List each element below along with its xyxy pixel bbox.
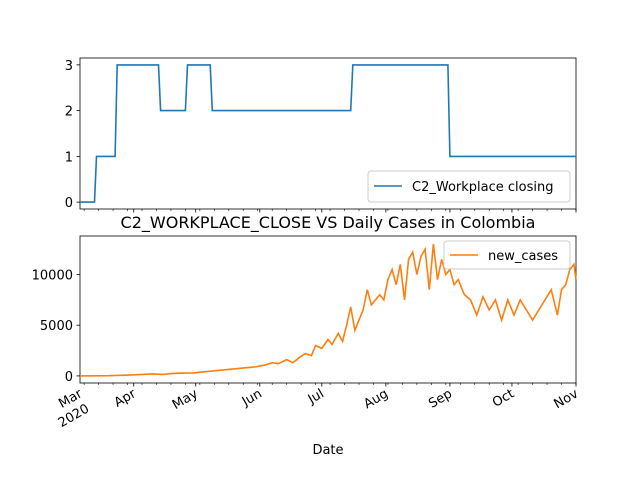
y-tick-label: 0 bbox=[65, 370, 73, 385]
y-tick-label: 0 bbox=[65, 196, 73, 211]
top-legend: C2_Workplace closing bbox=[367, 170, 571, 203]
chart-title: C2_WORKPLACE_CLOSE VS Daily Cases in Col… bbox=[121, 213, 536, 233]
bottom-legend: new_cases bbox=[443, 240, 571, 270]
x-tick-label: Jul bbox=[305, 386, 327, 407]
bottom-y-ticks: 0 5000 10000 bbox=[32, 269, 80, 385]
top-axes: 0 1 2 3 C2_Workplace closing bbox=[65, 57, 577, 213]
top-y-ticks: 0 1 2 3 bbox=[65, 59, 80, 211]
bottom-axes-frame bbox=[79, 235, 577, 384]
y-tick-label: 5000 bbox=[40, 319, 73, 334]
y-tick-label: 2 bbox=[65, 105, 73, 120]
y-tick-label: 1 bbox=[65, 150, 73, 165]
series-line-new-cases bbox=[79, 244, 577, 377]
y-tick-label: 10000 bbox=[32, 269, 73, 284]
bottom-legend-box bbox=[443, 240, 571, 270]
bottom-legend-label: new_cases bbox=[488, 249, 558, 264]
top-legend-box bbox=[367, 170, 571, 203]
top-x-ticks bbox=[83, 209, 577, 213]
series-line-c2-workplace-closing bbox=[80, 64, 576, 203]
top-legend-label: C2_Workplace closing bbox=[412, 180, 553, 195]
y-tick-label: 3 bbox=[65, 59, 73, 74]
x-axis-label: Date bbox=[312, 443, 343, 458]
top-axes-frame bbox=[79, 57, 577, 210]
